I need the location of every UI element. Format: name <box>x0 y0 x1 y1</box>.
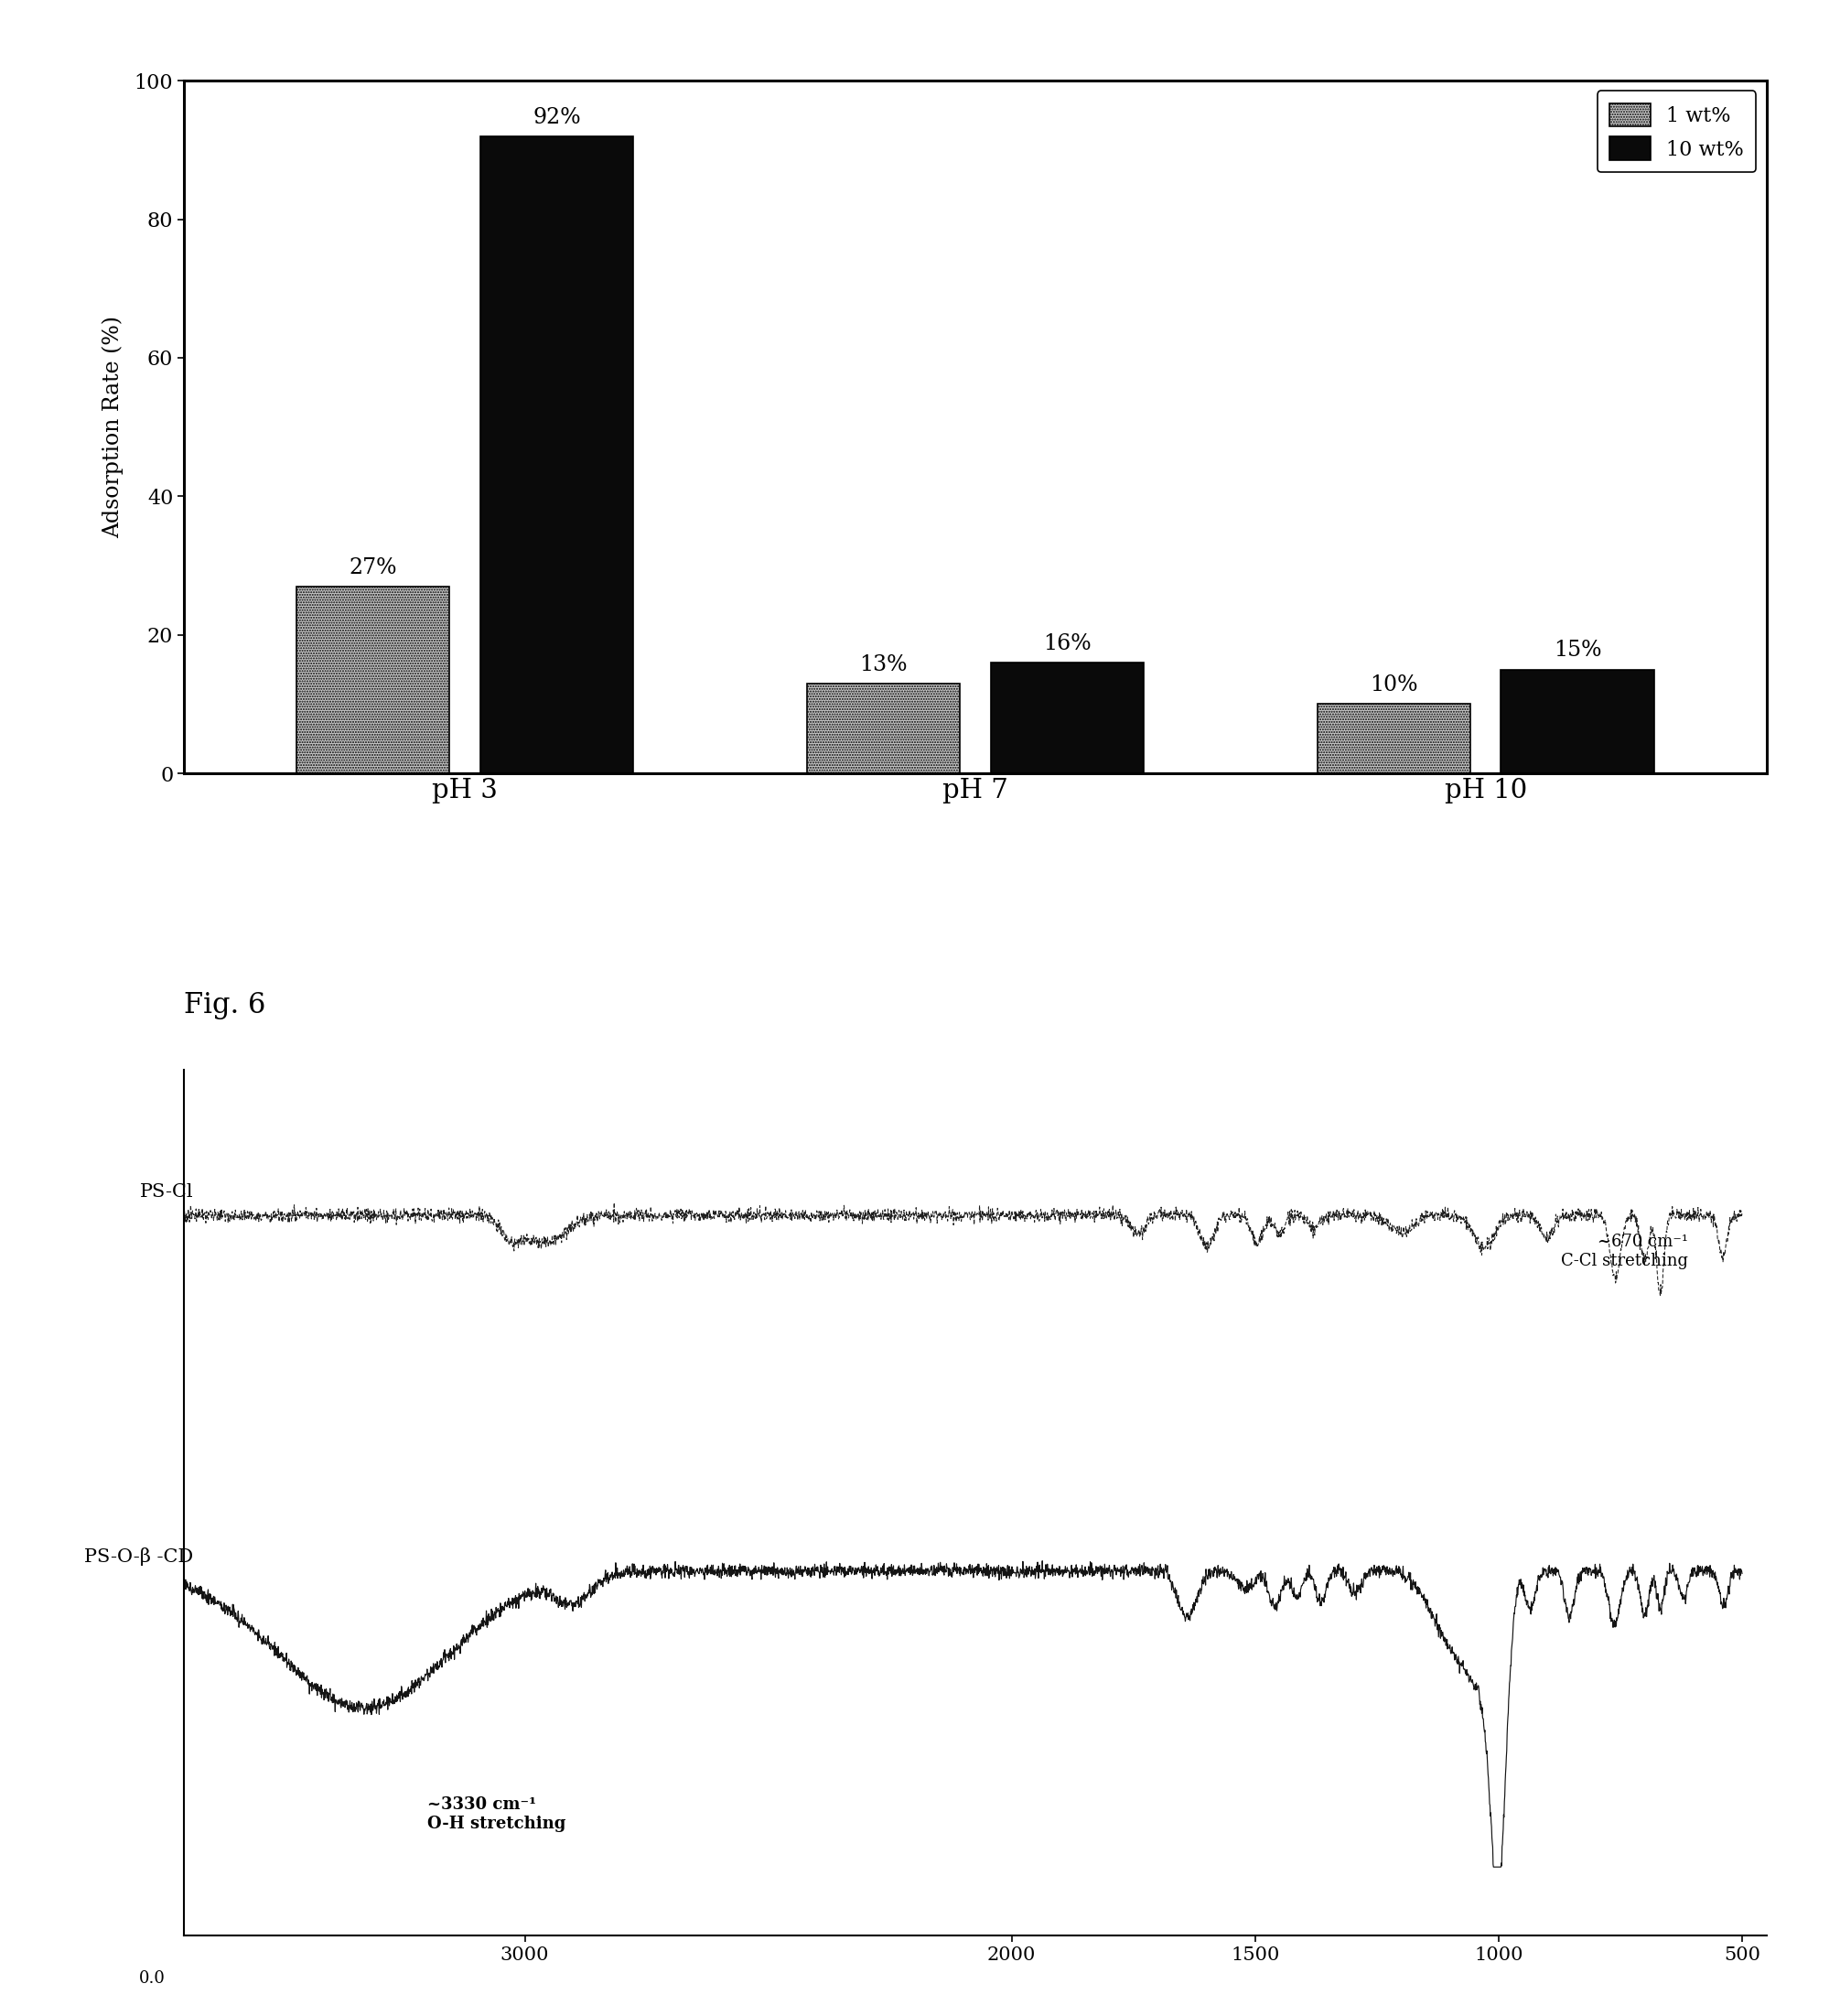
Bar <box>1317 704 1470 774</box>
Text: 16%: 16% <box>1043 633 1091 655</box>
Legend: 1 wt%, 10 wt%: 1 wt%, 10 wt% <box>1597 91 1755 171</box>
Bar <box>480 135 633 774</box>
Text: ~670 cm⁻¹
C-Cl stretching: ~670 cm⁻¹ C-Cl stretching <box>1562 1234 1689 1270</box>
Text: ~3330 cm⁻¹
O-H stretching: ~3330 cm⁻¹ O-H stretching <box>427 1796 567 1833</box>
Text: 15%: 15% <box>1553 639 1601 661</box>
Bar <box>296 587 449 774</box>
Text: PS-O-β -CD: PS-O-β -CD <box>85 1548 193 1566</box>
Bar <box>806 683 960 774</box>
Bar <box>1501 669 1654 774</box>
Text: Fig. 6: Fig. 6 <box>184 990 265 1018</box>
Y-axis label: Adsorption Rate (%): Adsorption Rate (%) <box>103 317 123 538</box>
Text: 0.0: 0.0 <box>138 1970 166 1988</box>
Text: 10%: 10% <box>1369 675 1419 696</box>
Bar <box>990 663 1144 774</box>
Text: 27%: 27% <box>350 556 397 579</box>
Text: 92%: 92% <box>532 107 581 127</box>
Text: 13%: 13% <box>859 653 907 675</box>
Text: PS-Cl: PS-Cl <box>140 1183 193 1200</box>
